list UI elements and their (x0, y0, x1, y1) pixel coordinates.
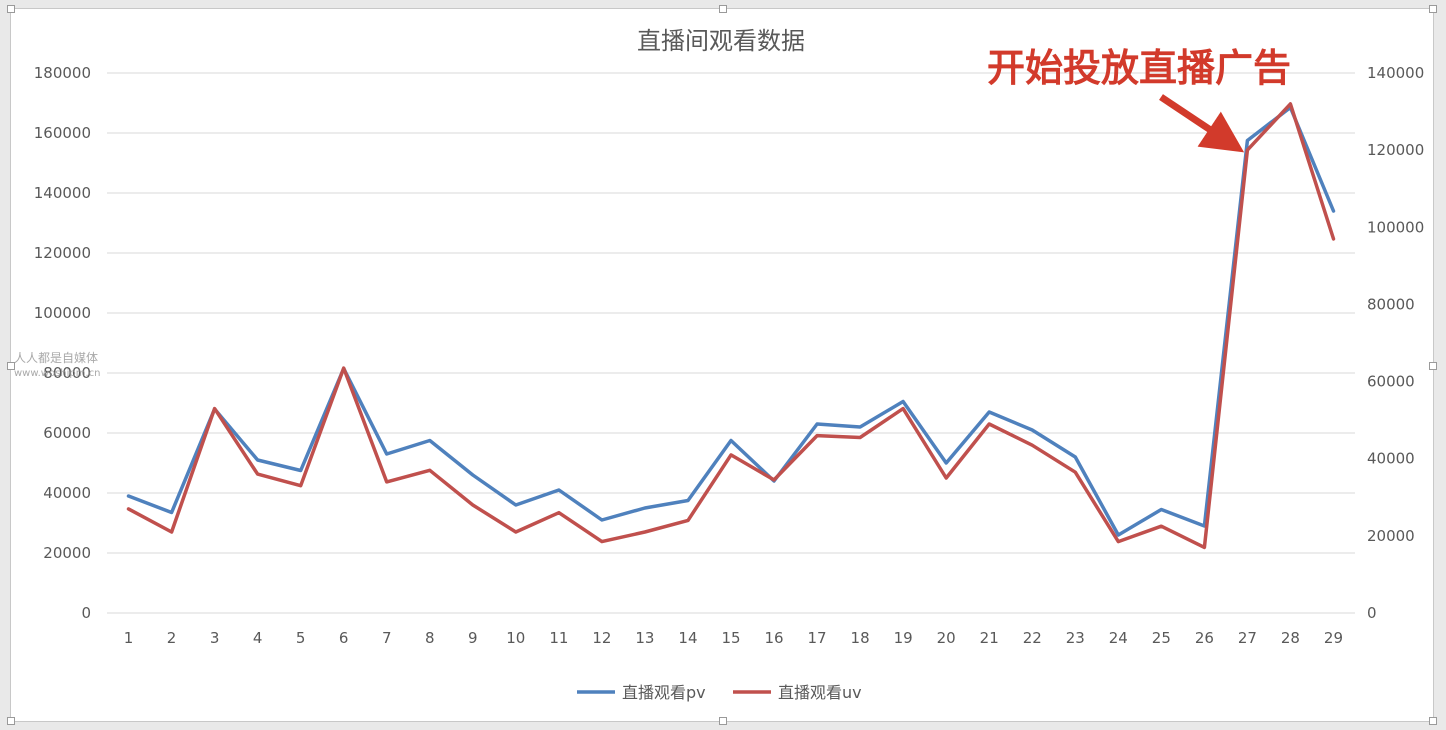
x-tick-label: 7 (382, 629, 392, 647)
x-tick-label: 4 (253, 629, 263, 647)
y-left-tick-label: 80000 (43, 364, 91, 382)
x-tick-label: 26 (1195, 629, 1214, 647)
y-right-tick-label: 120000 (1367, 141, 1424, 159)
watermark-line2: www.woshipm.cn (14, 368, 101, 379)
x-tick-label: 1 (124, 629, 134, 647)
y-left-tick-label: 0 (81, 604, 91, 622)
y-left-tick-label: 60000 (43, 424, 91, 442)
line-chart: 直播间观看数据 02000040000600008000010000012000… (34, 27, 1425, 702)
y-right-tick-label: 80000 (1367, 295, 1415, 313)
gridlines (107, 72, 1355, 614)
x-tick-label: 14 (678, 629, 697, 647)
chart-frame[interactable]: 直播间观看数据 0 20000 40000 60000 80000 100000 12000… (7, 5, 1437, 725)
y-axis-left: 0 20000 40000 60000 80000 100000 120000 140000 1… (34, 64, 91, 622)
y-right-tick-label: 140000 (1367, 64, 1424, 82)
x-tick-label: 9 (468, 629, 478, 647)
y-left-tick-label: 160000 (34, 124, 91, 142)
x-tick-label: 28 (1281, 629, 1300, 647)
x-tick-label: 29 (1324, 629, 1343, 647)
y-left-tick-label: 140000 (34, 184, 91, 202)
resize-handle-bottom-center[interactable] (719, 717, 727, 725)
x-tick-label: 21 (980, 629, 999, 647)
resize-handle-middle-right[interactable] (1429, 362, 1437, 370)
x-tick-label: 25 (1152, 629, 1171, 647)
resize-handle-top-right[interactable] (1429, 5, 1437, 13)
x-axis: 1 2 3 4 5 6 7 8 9 10 11 12 13 14 15 16 17 18 19 20 21 22 23 24 2… (124, 629, 1343, 647)
x-tick-label: 22 (1023, 629, 1042, 647)
series-line-uv (126, 102, 1336, 550)
x-tick-label: 2 (167, 629, 177, 647)
x-tick-label: 23 (1066, 629, 1085, 647)
legend-label-pv: 直播观看pv (622, 683, 706, 702)
resize-handle-top-center[interactable] (719, 5, 727, 13)
x-tick-label: 17 (808, 629, 827, 647)
y-left-tick-label: 180000 (34, 64, 91, 82)
chart-title: 直播间观看数据 (637, 27, 805, 55)
resize-handle-bottom-right[interactable] (1429, 717, 1437, 725)
x-tick-label: 3 (210, 629, 220, 647)
x-tick-label: 6 (339, 629, 349, 647)
y-right-tick-label: 0 (1367, 604, 1377, 622)
x-tick-label: 8 (425, 629, 435, 647)
y-axis-right: 0 20000 40000 60000 80000 100000 120000 140000 (1367, 64, 1424, 622)
x-tick-label: 19 (894, 629, 913, 647)
y-left-tick-label: 40000 (43, 484, 91, 502)
y-left-tick-label: 20000 (43, 544, 91, 562)
x-tick-label: 16 (764, 629, 783, 647)
legend: 直播观看pv 直播观看uv (577, 683, 862, 702)
y-left-tick-label: 120000 (34, 244, 91, 262)
resize-handle-top-left[interactable] (7, 5, 15, 13)
series-line-pv (126, 105, 1336, 537)
x-tick-label: 18 (851, 629, 870, 647)
watermark-line1: 人人都是自媒体 (14, 351, 99, 365)
x-tick-label: 13 (635, 629, 654, 647)
x-tick-label: 10 (506, 629, 525, 647)
x-tick-label: 12 (592, 629, 611, 647)
annotation-text: 开始投放直播广告 (987, 46, 1291, 90)
y-right-tick-label: 60000 (1367, 373, 1415, 391)
watermark: 人人都是自媒体 www.woshipm.cn (14, 350, 101, 382)
resize-handle-bottom-left[interactable] (7, 717, 15, 725)
y-right-tick-label: 100000 (1367, 218, 1424, 236)
legend-label-uv: 直播观看uv (778, 683, 862, 702)
annotation-arrow-icon (1159, 94, 1245, 153)
series-lines (126, 102, 1336, 550)
resize-handle-middle-left[interactable] (7, 362, 15, 370)
x-tick-label: 15 (721, 629, 740, 647)
x-tick-label: 20 (937, 629, 956, 647)
y-left-tick-label: 100000 (34, 304, 91, 322)
x-tick-label: 5 (296, 629, 306, 647)
x-tick-label: 27 (1238, 629, 1257, 647)
x-tick-label: 24 (1109, 629, 1128, 647)
y-right-tick-label: 40000 (1367, 450, 1415, 468)
x-tick-label: 11 (549, 629, 568, 647)
y-right-tick-label: 20000 (1367, 527, 1415, 545)
